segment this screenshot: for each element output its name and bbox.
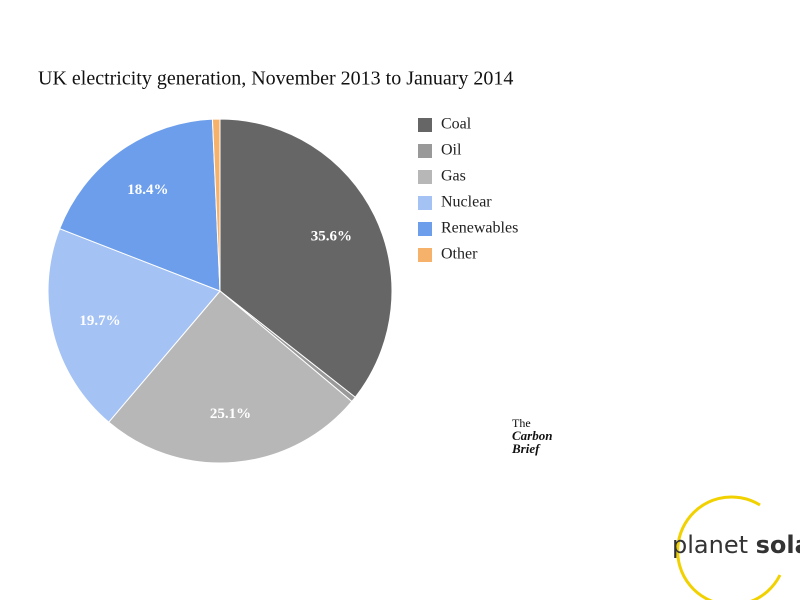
legend-swatch	[418, 196, 432, 210]
logo-text: planet solar	[672, 531, 800, 559]
legend-swatch	[418, 248, 432, 262]
pie-slice	[211, 118, 221, 292]
legend-label: Renewables	[441, 220, 518, 237]
legend-swatch	[418, 170, 432, 184]
pie-slice	[47, 228, 221, 423]
pie-slice	[108, 290, 353, 464]
data-label: 19.7%	[79, 313, 120, 329]
legend-label: Nuclear	[441, 194, 492, 211]
legend-label: Gas	[441, 168, 466, 185]
pie-slice	[59, 118, 221, 292]
pie-slice	[219, 118, 393, 398]
legend-label: Other	[441, 246, 478, 263]
logo-text: The	[512, 416, 531, 430]
planet-solar-logo: planet solar	[672, 495, 800, 600]
legend-swatch	[418, 144, 432, 158]
legend-swatch	[418, 222, 432, 236]
legend-label: Coal	[441, 116, 472, 133]
legend-label: Oil	[441, 142, 462, 159]
logo-text: Brief	[511, 441, 541, 456]
chart-title: UK electricity generation, November 2013…	[38, 68, 513, 90]
legend-swatch	[418, 118, 432, 132]
data-label: 18.4%	[127, 182, 168, 198]
data-label: 35.6%	[311, 228, 352, 244]
carbon-brief-logo: The Carbon Brief	[511, 416, 552, 456]
logo-word: solar	[756, 531, 800, 559]
data-label: 25.1%	[210, 406, 251, 422]
logo-word: planet	[672, 531, 748, 559]
logo-arc	[676, 495, 782, 600]
logo-text: Carbon	[512, 428, 552, 443]
